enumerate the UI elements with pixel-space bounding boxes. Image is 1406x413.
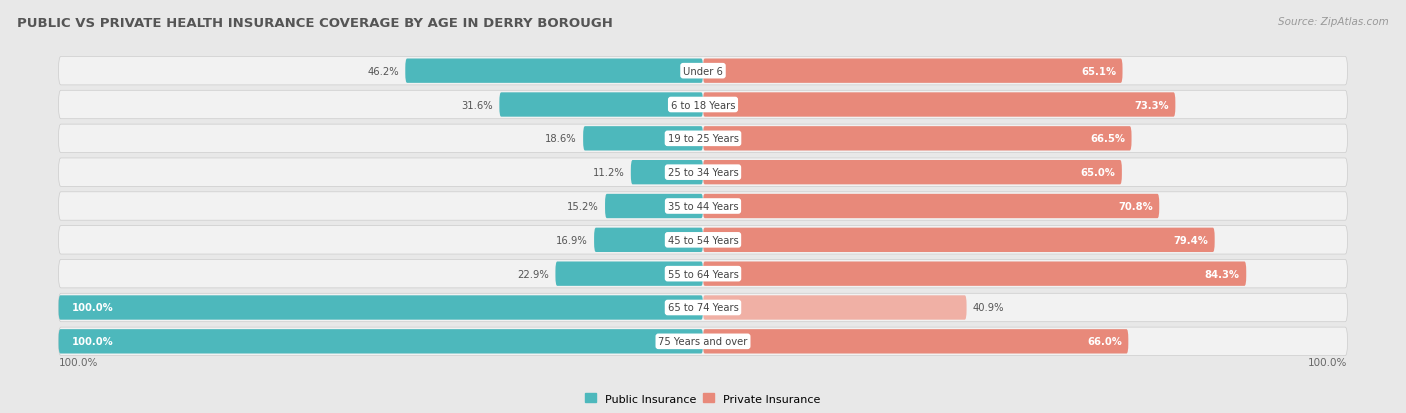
Text: 65 to 74 Years: 65 to 74 Years bbox=[668, 303, 738, 313]
FancyBboxPatch shape bbox=[59, 91, 1347, 119]
FancyBboxPatch shape bbox=[59, 57, 1347, 85]
Text: 6 to 18 Years: 6 to 18 Years bbox=[671, 100, 735, 110]
Text: 16.9%: 16.9% bbox=[555, 235, 588, 245]
Text: 65.1%: 65.1% bbox=[1081, 66, 1116, 76]
FancyBboxPatch shape bbox=[703, 127, 1132, 151]
FancyBboxPatch shape bbox=[703, 93, 1175, 117]
FancyBboxPatch shape bbox=[405, 59, 703, 84]
FancyBboxPatch shape bbox=[703, 329, 1129, 354]
Text: 66.0%: 66.0% bbox=[1087, 337, 1122, 347]
Text: 11.2%: 11.2% bbox=[593, 168, 624, 178]
Text: 19 to 25 Years: 19 to 25 Years bbox=[668, 134, 738, 144]
FancyBboxPatch shape bbox=[59, 260, 1347, 288]
Text: 40.9%: 40.9% bbox=[973, 303, 1004, 313]
Text: 79.4%: 79.4% bbox=[1174, 235, 1208, 245]
Text: 100.0%: 100.0% bbox=[72, 337, 114, 347]
Text: 22.9%: 22.9% bbox=[517, 269, 548, 279]
FancyBboxPatch shape bbox=[59, 192, 1347, 221]
FancyBboxPatch shape bbox=[703, 262, 1246, 286]
FancyBboxPatch shape bbox=[605, 195, 703, 218]
FancyBboxPatch shape bbox=[59, 226, 1347, 254]
Text: 100.0%: 100.0% bbox=[59, 357, 98, 368]
Legend: Public Insurance, Private Insurance: Public Insurance, Private Insurance bbox=[581, 389, 825, 408]
Text: 65.0%: 65.0% bbox=[1081, 168, 1115, 178]
Text: 66.5%: 66.5% bbox=[1090, 134, 1125, 144]
Text: 100.0%: 100.0% bbox=[1308, 357, 1347, 368]
FancyBboxPatch shape bbox=[631, 161, 703, 185]
FancyBboxPatch shape bbox=[703, 161, 1122, 185]
FancyBboxPatch shape bbox=[59, 296, 703, 320]
FancyBboxPatch shape bbox=[595, 228, 703, 252]
Text: 35 to 44 Years: 35 to 44 Years bbox=[668, 202, 738, 211]
Text: 70.8%: 70.8% bbox=[1118, 202, 1153, 211]
Text: 25 to 34 Years: 25 to 34 Years bbox=[668, 168, 738, 178]
Text: 75 Years and over: 75 Years and over bbox=[658, 337, 748, 347]
FancyBboxPatch shape bbox=[583, 127, 703, 151]
FancyBboxPatch shape bbox=[59, 125, 1347, 153]
Text: 46.2%: 46.2% bbox=[367, 66, 399, 76]
FancyBboxPatch shape bbox=[703, 296, 966, 320]
Text: PUBLIC VS PRIVATE HEALTH INSURANCE COVERAGE BY AGE IN DERRY BOROUGH: PUBLIC VS PRIVATE HEALTH INSURANCE COVER… bbox=[17, 17, 613, 29]
FancyBboxPatch shape bbox=[703, 228, 1215, 252]
Text: Under 6: Under 6 bbox=[683, 66, 723, 76]
FancyBboxPatch shape bbox=[703, 59, 1122, 84]
FancyBboxPatch shape bbox=[499, 93, 703, 117]
Text: 55 to 64 Years: 55 to 64 Years bbox=[668, 269, 738, 279]
FancyBboxPatch shape bbox=[555, 262, 703, 286]
Text: Source: ZipAtlas.com: Source: ZipAtlas.com bbox=[1278, 17, 1389, 26]
FancyBboxPatch shape bbox=[59, 329, 703, 354]
FancyBboxPatch shape bbox=[59, 328, 1347, 356]
Text: 73.3%: 73.3% bbox=[1135, 100, 1168, 110]
Text: 31.6%: 31.6% bbox=[461, 100, 494, 110]
FancyBboxPatch shape bbox=[59, 159, 1347, 187]
Text: 15.2%: 15.2% bbox=[567, 202, 599, 211]
Text: 18.6%: 18.6% bbox=[546, 134, 576, 144]
Text: 84.3%: 84.3% bbox=[1205, 269, 1240, 279]
Text: 45 to 54 Years: 45 to 54 Years bbox=[668, 235, 738, 245]
FancyBboxPatch shape bbox=[703, 195, 1160, 218]
FancyBboxPatch shape bbox=[59, 294, 1347, 322]
Text: 100.0%: 100.0% bbox=[72, 303, 114, 313]
